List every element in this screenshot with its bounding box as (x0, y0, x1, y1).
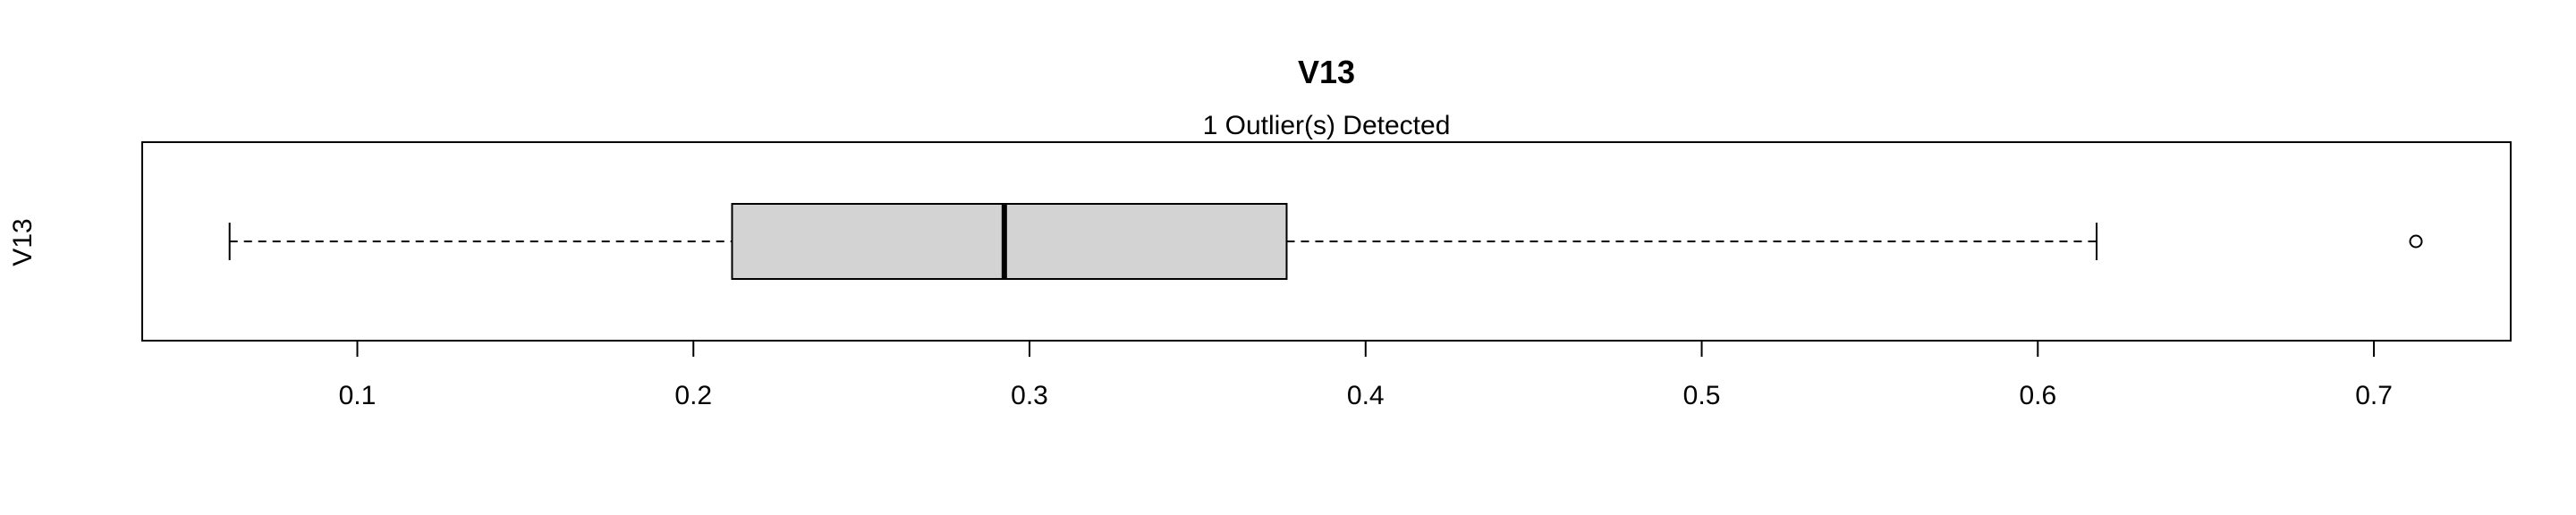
chart-title: V13 (1298, 54, 1355, 90)
x-tick-label: 0.6 (2019, 381, 2056, 410)
chart-subtitle: 1 Outlier(s) Detected (1203, 111, 1451, 140)
outlier-point (2409, 234, 2423, 249)
box-layer (228, 203, 2423, 280)
x-tick-label: 0.2 (674, 381, 712, 410)
x-tick-label: 0.5 (1683, 381, 1721, 410)
x-tick-label: 0.7 (2355, 381, 2393, 410)
x-axis: 0.1 0.2 0.3 0.4 0.5 0.6 0.7 (339, 341, 2393, 410)
x-tick-label: 0.3 (1011, 381, 1048, 410)
x-tick-label: 0.4 (1347, 381, 1385, 410)
y-axis-label: V13 (8, 218, 38, 266)
plot-frame (141, 141, 2512, 342)
iqr-box (731, 203, 1288, 280)
x-tick-label: 0.1 (339, 381, 377, 410)
